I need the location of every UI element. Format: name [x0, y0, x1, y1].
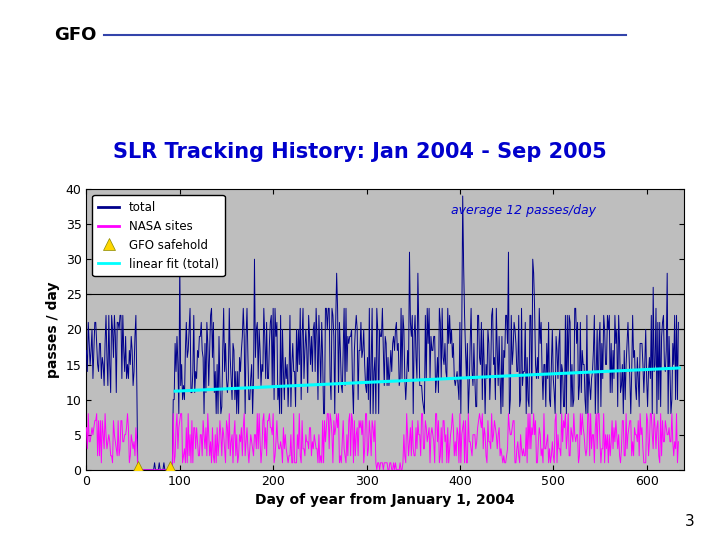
Y-axis label: passes / day: passes / day [46, 281, 60, 377]
Text: average 12 passes/day: average 12 passes/day [451, 204, 595, 217]
Legend: total, NASA sites, GFO safehold, linear fit (total): total, NASA sites, GFO safehold, linear … [92, 195, 225, 276]
X-axis label: Day of year from January 1, 2004: Day of year from January 1, 2004 [256, 493, 515, 507]
Text: SLR Tracking History: Jan 2004 - Sep 2005: SLR Tracking History: Jan 2004 - Sep 200… [113, 142, 607, 162]
Text: GFO: GFO [54, 26, 96, 44]
Text: 3: 3 [685, 514, 695, 529]
